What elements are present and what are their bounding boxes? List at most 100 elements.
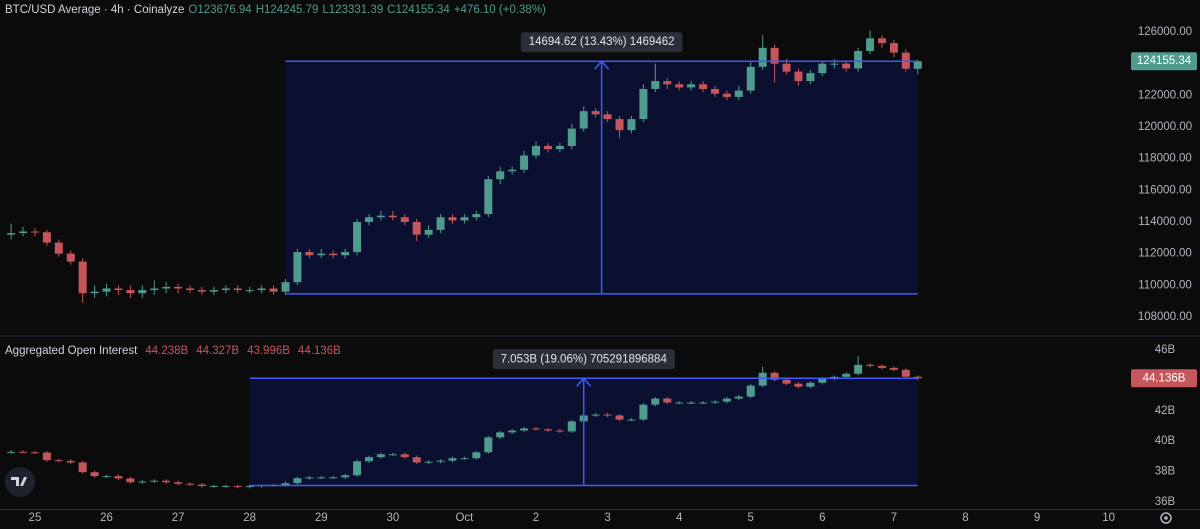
candle-body [412,221,421,235]
candle-body [376,215,385,218]
candle-body [555,430,564,432]
candle-body [532,145,541,156]
candle-body [591,111,600,115]
candle-body [353,461,362,476]
candle-body [197,484,206,487]
candle-body [293,478,302,484]
candle-body [699,84,708,89]
candle-body [639,88,648,120]
candle-body [675,84,684,88]
settings-gear[interactable] [1160,512,1172,524]
candle-body [221,288,230,291]
y-tick-label: 112000.00 [1138,248,1192,260]
header-value: L123331.39 [322,4,383,16]
candle-body [794,71,803,82]
header-value: 44.327B [196,345,239,357]
candle-body [54,242,63,254]
logo-mark [11,477,27,486]
candle-body [818,63,827,74]
candle-body [794,383,803,387]
candle-body [126,478,135,483]
candle-body [424,229,433,235]
candle-body [42,232,51,243]
candle-body [520,155,529,170]
header-value: H124245.79 [256,4,319,16]
x-tick-label: 3 [604,512,610,524]
candle-body [448,217,457,221]
candle-body [842,63,851,69]
plot-layer: 14694.62 (13.43%) 1469462 108000.00 110000… [7,26,1197,508]
candle-body [341,252,350,256]
header-change: +476.10 (+0.38%) [454,4,546,16]
candle-body [448,458,457,461]
candle-body [854,364,863,374]
candle-body [484,179,493,215]
y-tick-label: 36B [1155,496,1176,508]
candle-body [341,475,350,478]
candle-body [221,486,230,488]
candle-body [782,379,791,384]
candle-body [353,221,362,253]
candle-body [830,63,839,65]
candle-body [162,286,171,289]
candle-body [532,428,541,430]
last-value-tag [1131,52,1197,71]
candle-body [186,483,195,485]
candle-body [317,253,326,256]
candle-body [639,404,648,420]
settings-button[interactable] [1160,512,1172,524]
candle-body [687,402,696,404]
candle-body [460,458,469,460]
candle-body [782,63,791,72]
candle-body [543,429,552,431]
candle-body [174,482,183,484]
candle-body [90,291,99,294]
candle-body [150,480,159,482]
candle-body [889,43,898,53]
candle-body [603,414,612,416]
candle-body [770,47,779,64]
x-tick-label: 10 [1102,512,1115,524]
candle-body [30,452,39,454]
y-tick-label: 110000.00 [1138,279,1192,291]
candle-body [722,398,731,402]
y-tick-label: 116000.00 [1138,184,1192,196]
candle-body [758,372,767,386]
candle-body [496,432,505,438]
settings-gear-center[interactable] [1164,516,1168,520]
last-value-label: 44.136B [1143,372,1186,384]
candle-body [460,217,469,221]
x-tick-label: Oct [455,512,474,524]
header-value: C124155.34 [387,4,450,16]
x-tick-label: 25 [29,512,42,524]
candle-body [710,401,719,403]
candle-body [400,454,409,458]
candle-body [269,288,278,292]
header-value: O123676.94 [188,4,252,16]
measure-arrowhead [594,60,610,70]
candle-body [436,460,445,462]
measure-arrowhead [576,377,592,387]
x-tick-label: 26 [100,512,113,524]
last-value-label: 124155.34 [1137,55,1192,67]
candle-body [579,111,588,129]
candle-body [496,171,505,180]
candle-body [615,415,624,420]
candle-body [508,430,517,433]
candle-body [818,378,827,383]
candle-body [197,290,206,292]
header-value: 44.238B [145,345,188,357]
candle-body [675,402,684,404]
y-tick-label: 120000.00 [1138,121,1192,133]
candle-body [854,50,863,69]
candle-body [651,81,660,89]
candle-body [245,486,254,488]
tradingview-logo [5,467,35,497]
y-tick-label: 42B [1155,405,1176,417]
candle-body [734,396,743,399]
candle-body [245,290,254,292]
candle-body [7,451,16,453]
candle-body [710,88,719,94]
candle-body [233,486,242,488]
candle-body [866,38,875,51]
